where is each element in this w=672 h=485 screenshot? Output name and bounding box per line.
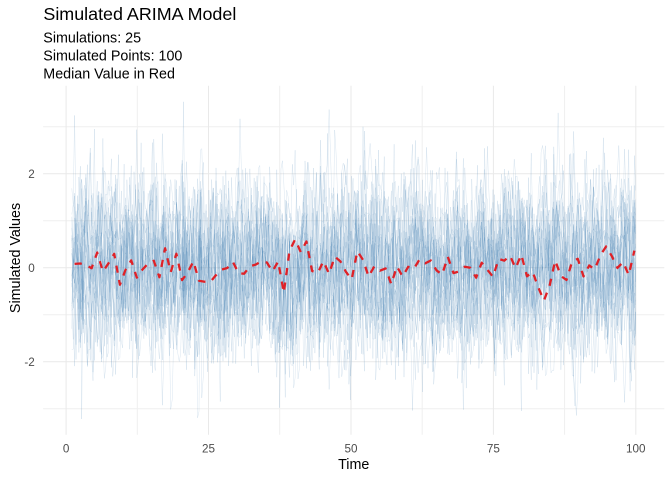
svg-text:0: 0 bbox=[28, 262, 35, 275]
svg-text:Median Value in Red: Median Value in Red bbox=[43, 67, 175, 83]
svg-text:0: 0 bbox=[63, 443, 70, 456]
svg-text:2: 2 bbox=[28, 168, 35, 181]
svg-text:50: 50 bbox=[344, 443, 358, 456]
svg-text:75: 75 bbox=[487, 443, 501, 456]
svg-text:Simulated Values: Simulated Values bbox=[8, 203, 24, 313]
svg-text:25: 25 bbox=[202, 443, 216, 456]
svg-text:-2: -2 bbox=[24, 356, 34, 369]
svg-text:Simulated ARIMA Model: Simulated ARIMA Model bbox=[43, 4, 236, 24]
svg-text:Simulations: 25: Simulations: 25 bbox=[43, 31, 141, 47]
svg-text:Time: Time bbox=[338, 457, 369, 473]
svg-text:Simulated Points: 100: Simulated Points: 100 bbox=[43, 49, 182, 65]
svg-text:100: 100 bbox=[626, 443, 646, 456]
